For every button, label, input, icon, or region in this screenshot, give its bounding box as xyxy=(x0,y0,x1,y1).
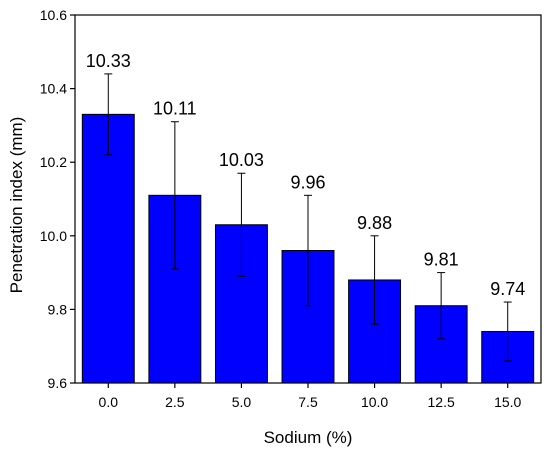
y-tick-label: 9.8 xyxy=(48,301,68,317)
data-label-5.0: 10.03 xyxy=(219,150,264,170)
error-bar-12.5 xyxy=(437,272,446,340)
x-tick-label: 2.5 xyxy=(165,394,185,410)
error-bar-2.5 xyxy=(170,121,179,270)
x-axis-title: Sodium (%) xyxy=(264,428,353,447)
x-tick-label: 10.0 xyxy=(361,394,388,410)
x-tick-label: 12.5 xyxy=(428,394,455,410)
x-tick-label: 7.5 xyxy=(298,394,318,410)
error-bar-10.0 xyxy=(370,235,379,325)
ticks-layer: 9.6 9.8 10.0 10.2 10.4 10.6 0.0 2.5 5.0 7.5 10.0 12… xyxy=(40,7,522,410)
data-label-15.0: 9.74 xyxy=(490,279,525,299)
data-label-0.0: 10.33 xyxy=(86,51,131,71)
error-bar-15.0 xyxy=(503,301,512,362)
y-tick-label: 10.0 xyxy=(40,228,67,244)
y-axis-title: Penetration index (mm) xyxy=(7,117,26,294)
error-bar-7.5 xyxy=(304,194,312,307)
data-label-7.5: 9.96 xyxy=(290,172,325,192)
data-label-2.5: 10.11 xyxy=(153,99,197,119)
data-label-10.0: 9.88 xyxy=(357,213,392,233)
y-tick-label: 10.6 xyxy=(40,7,67,23)
x-tick-label: 5.0 xyxy=(232,394,252,410)
data-label-12.5: 9.81 xyxy=(424,250,459,270)
error-bar-0.0 xyxy=(104,73,113,156)
x-tick-label: 0.0 xyxy=(99,394,119,410)
data-labels-layer: 10.33 10.11 10.03 9.96 9.88 9.81 9.74 xyxy=(86,51,525,299)
y-tick-label: 9.6 xyxy=(48,375,68,391)
y-tick-label: 10.2 xyxy=(40,154,67,170)
error-bars-layer xyxy=(104,73,512,362)
y-tick-label: 10.4 xyxy=(40,81,67,97)
x-tick-label: 15.0 xyxy=(494,394,521,410)
error-bar-5.0 xyxy=(237,172,246,277)
bar-0.0 xyxy=(81,113,135,384)
